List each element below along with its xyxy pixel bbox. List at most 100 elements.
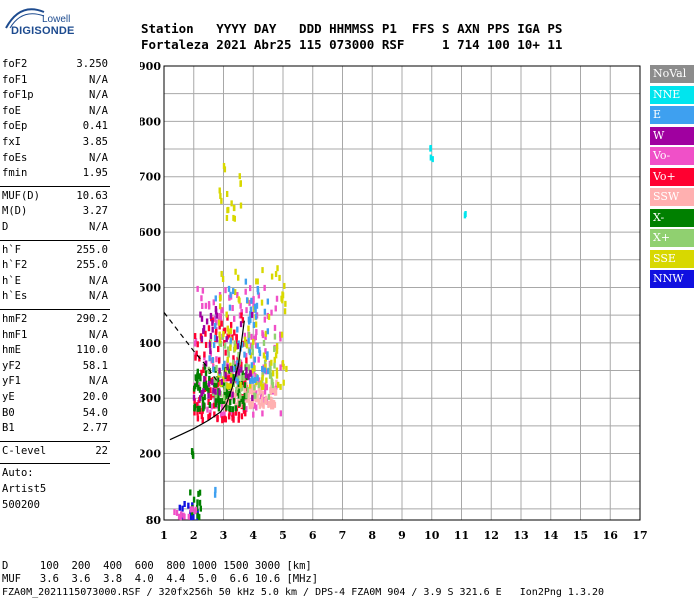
echo-point-vo- [253,335,256,342]
echo-point-vo- [193,333,197,340]
echo-point-vo- [252,296,255,303]
x-tick-label: 17 [632,529,647,542]
echo-point-vo- [236,291,239,298]
echo-point-vo- [275,383,278,390]
echo-point-vo- [237,416,240,423]
echo-point-sse [274,271,278,278]
echo-point-vo- [233,329,236,336]
echo-point-vo- [228,375,231,382]
echo-point-vo- [177,513,181,520]
echo-point-x- [229,399,232,406]
echo-point-vo- [245,406,248,413]
echo-point-sse [221,276,225,283]
echo-point-sse [259,380,263,387]
echo-point-e [213,491,217,498]
param-value: 255.0 [76,259,108,272]
y-tick-label: 900 [140,60,161,73]
param-label: foEs [2,151,28,164]
echo-point-ssw [256,393,259,400]
echo-point-vo- [245,357,248,364]
echo-point-sse [233,215,237,222]
echo-point-w [209,348,212,355]
echo-point-vo- [232,412,235,419]
echo-point-vo- [196,415,200,422]
echo-point-vo- [222,416,225,423]
echo-point-vo- [182,512,185,519]
echo-point-sse [233,345,237,352]
echo-point-vo- [213,315,216,322]
echo-point-vo- [214,328,218,335]
legend-item-x-: X+ [650,229,694,247]
echo-point-vo- [250,333,253,340]
echo-point-sse [226,207,229,214]
echo-point-x- [223,385,226,392]
legend-item-nne: NNE [650,85,694,104]
param-value: 0.41 [82,120,108,133]
echo-point-vo- [208,412,212,419]
echo-point-e [255,302,259,309]
x-tick-label: 15 [573,529,588,542]
y-tick-label: 500 [140,281,161,294]
echo-point-vo- [212,402,216,409]
echo-point-x- [189,489,192,496]
echo-point-sse [261,374,264,381]
echo-point-sse [239,180,242,187]
echo-point-vo- [221,411,225,418]
echo-point-vo- [196,285,199,292]
legend-item-sse: SSE [650,249,694,268]
echo-point-vo- [204,341,208,348]
echo-point-x- [273,346,276,353]
echo-point-x- [213,376,216,383]
param-label: C-level [2,444,47,457]
echo-point-vo- [254,342,258,349]
echo-point-x- [243,382,247,389]
auto-scaling-line1: Auto: [2,467,34,480]
echo-point-sse [222,162,226,169]
echo-point-x- [217,396,220,403]
echo-point-sse [264,363,267,370]
echo-point-x- [268,372,272,379]
echo-point-vo- [264,348,267,355]
echo-point-sse [229,327,233,334]
echo-point-e [258,346,261,353]
echo-point-vo- [200,295,203,302]
echo-point-e [266,353,269,360]
echo-point-x- [263,359,267,366]
echo-point-nnw [196,509,199,516]
echo-point-nnw [178,504,182,511]
echo-point-w [202,325,206,332]
echo-point-sse [262,383,265,390]
echo-point-x- [237,351,240,358]
echo-point-sse [219,294,222,301]
echo-point-sse [261,267,264,274]
echo-point-vo- [236,368,239,375]
echo-point-w [215,336,219,343]
echo-point-x- [257,382,260,389]
echo-point-x- [271,382,275,389]
param-value: N/A [89,328,108,341]
y-tick-label: 300 [140,392,161,405]
plot-frame [163,65,641,521]
echo-point-vo- [213,411,216,418]
echo-point-x- [231,380,234,387]
echo-point-vo- [231,377,234,384]
echo-point-nnw [189,514,193,521]
echo-point-vo- [200,369,203,376]
echo-point-w [236,343,240,350]
param-label: foE [2,104,21,117]
y-tick-label: 400 [140,337,161,350]
x-tick-label: 9 [398,529,406,542]
echo-point-x- [196,512,199,519]
echo-point-e [244,278,248,285]
echo-point-e [256,375,259,382]
echo-point-e [236,378,239,385]
echo-point-e [263,308,267,315]
logo-arc-icon [5,8,45,29]
x-tick-label: 3 [220,529,228,542]
echo-point-e [248,318,251,325]
echo-point-vo- [223,411,226,418]
echo-point-w [251,395,254,402]
echo-point-x- [238,400,241,407]
echo-point-vo- [238,312,242,319]
echo-point-w [237,368,241,375]
